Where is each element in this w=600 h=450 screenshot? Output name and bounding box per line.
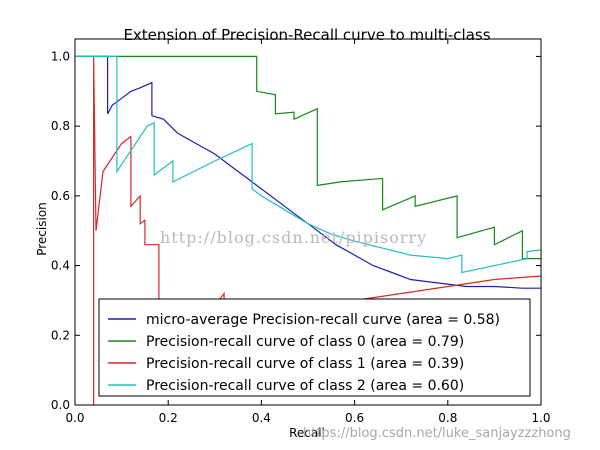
x-tick-label: 0.2 bbox=[159, 411, 178, 425]
watermark-2: https://blog.csdn.net/luke_sanjayzzzhong bbox=[303, 426, 571, 441]
legend-label-0: micro-average Precision-recall curve (ar… bbox=[146, 312, 500, 328]
x-axis-label: Recall bbox=[289, 426, 325, 440]
legend-box bbox=[98, 298, 531, 397]
y-tick-label: 0.2 bbox=[51, 328, 70, 342]
chart-title: Extension of Precision-Recall curve to m… bbox=[123, 26, 490, 44]
y-tick-label: 0.4 bbox=[51, 259, 70, 273]
y-axis-label: Precision bbox=[35, 202, 49, 256]
legend: micro-average Precision-recall curve (ar… bbox=[98, 298, 531, 397]
series-line-1 bbox=[75, 55, 541, 260]
x-tick-label: 0.0 bbox=[65, 411, 84, 425]
x-tick-label: 0.8 bbox=[438, 411, 457, 425]
legend-label-2: Precision-recall curve of class 1 (area … bbox=[146, 356, 464, 372]
x-tick-label: 0.6 bbox=[345, 411, 364, 425]
legend-label-3: Precision-recall curve of class 2 (area … bbox=[146, 378, 464, 394]
axis-ticks: 0.0 0.2 0.4 0.6 0.8 1.0 0.0 0.2 0.4 0.6 0.8 1.0 bbox=[51, 39, 551, 425]
y-tick-label: 0.6 bbox=[51, 189, 70, 203]
plot-frame bbox=[74, 38, 542, 406]
x-tick-label: 0.4 bbox=[252, 411, 271, 425]
y-tick-label: 0.0 bbox=[51, 398, 70, 412]
y-tick-label: 0.8 bbox=[51, 119, 70, 133]
legend-label-1: Precision-recall curve of class 0 (area … bbox=[146, 334, 464, 350]
series-line-0 bbox=[75, 55, 541, 289]
x-tick-label: 1.0 bbox=[531, 411, 550, 425]
y-tick-label: 1.0 bbox=[51, 49, 70, 63]
series-line-3 bbox=[75, 55, 541, 274]
watermark-1: http://blog.csdn.net/pipisorry bbox=[160, 228, 427, 247]
